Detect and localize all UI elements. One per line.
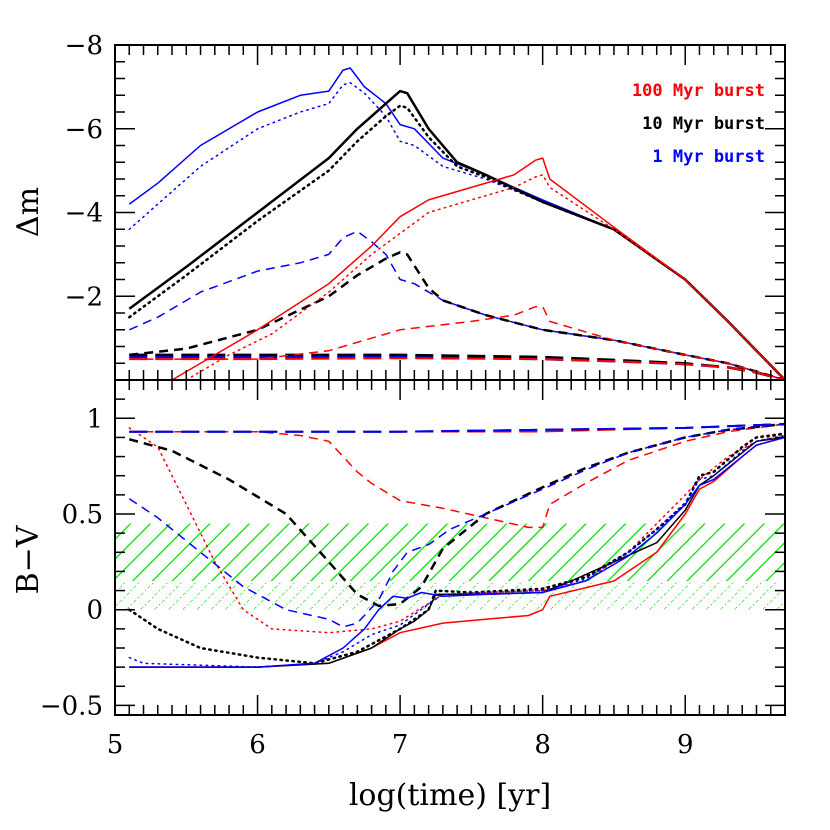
y-tick-label: −6 — [65, 115, 103, 145]
x-axis-label: log(time) [yr] — [349, 778, 551, 813]
x-tick-label: 9 — [677, 730, 694, 760]
x-tick-label: 7 — [392, 730, 409, 760]
bottom-series-line-11 — [129, 423, 785, 433]
top-series-line-4 — [128, 89, 785, 380]
top-series-line-9 — [185, 174, 785, 380]
legend-entry: 100 Myr burst — [632, 81, 765, 101]
legend-entry: 1 Myr burst — [652, 147, 765, 167]
y-tick-label: 1 — [86, 404, 103, 434]
top-ticks — [114, 45, 786, 380]
top-series-line-7 — [129, 353, 785, 380]
bottom-panel: −0.5 0 0.5 1 5 6 7 8 9 B−V log(time) [yr] — [11, 379, 786, 813]
bottom-series-line-8 — [129, 436, 785, 668]
bottom-y-axis-label: B−V — [11, 524, 46, 594]
top-series-line-8 — [171, 157, 785, 380]
y-tick-label: −4 — [65, 199, 103, 229]
legend-entry: 10 Myr burst — [642, 114, 765, 134]
bottom-series-line-10 — [128, 423, 785, 628]
y-tick-label: −8 — [65, 31, 103, 61]
legend: 100 Myr burst 10 Myr burst 1 Myr burst — [632, 81, 765, 167]
top-series-line-5 — [128, 104, 785, 380]
x-tick-label: 6 — [249, 730, 266, 760]
top-series — [128, 67, 785, 380]
bottom-tick-labels: −0.5 0 0.5 1 5 6 7 8 9 — [40, 404, 694, 760]
top-series-line-6 — [129, 251, 785, 380]
top-tick-labels: −8 −6 −4 −2 — [65, 31, 103, 312]
top-panel: −8 −6 −4 −2 Δm 100 Myr burst 10 Myr burst 1 M… — [11, 31, 786, 381]
top-series-line-11 — [129, 357, 785, 380]
top-series-line-10 — [129, 305, 785, 380]
y-tick-label: −0.5 — [40, 691, 103, 721]
top-y-axis-label: Δm — [11, 187, 46, 237]
bottom-series-line-9 — [128, 434, 785, 668]
bottom-series — [128, 422, 785, 668]
bottom-shading — [115, 523, 785, 610]
y-tick-label: 0.5 — [62, 500, 103, 530]
shaded-region-0 — [115, 523, 785, 581]
x-tick-label: 5 — [107, 730, 124, 760]
bottom-series-line-2 — [129, 423, 785, 529]
y-tick-label: 0 — [86, 596, 103, 626]
bottom-series-line-6 — [128, 422, 785, 608]
bottom-frame — [114, 379, 786, 716]
x-tick-label: 8 — [534, 730, 551, 760]
y-tick-label: −2 — [65, 282, 103, 312]
